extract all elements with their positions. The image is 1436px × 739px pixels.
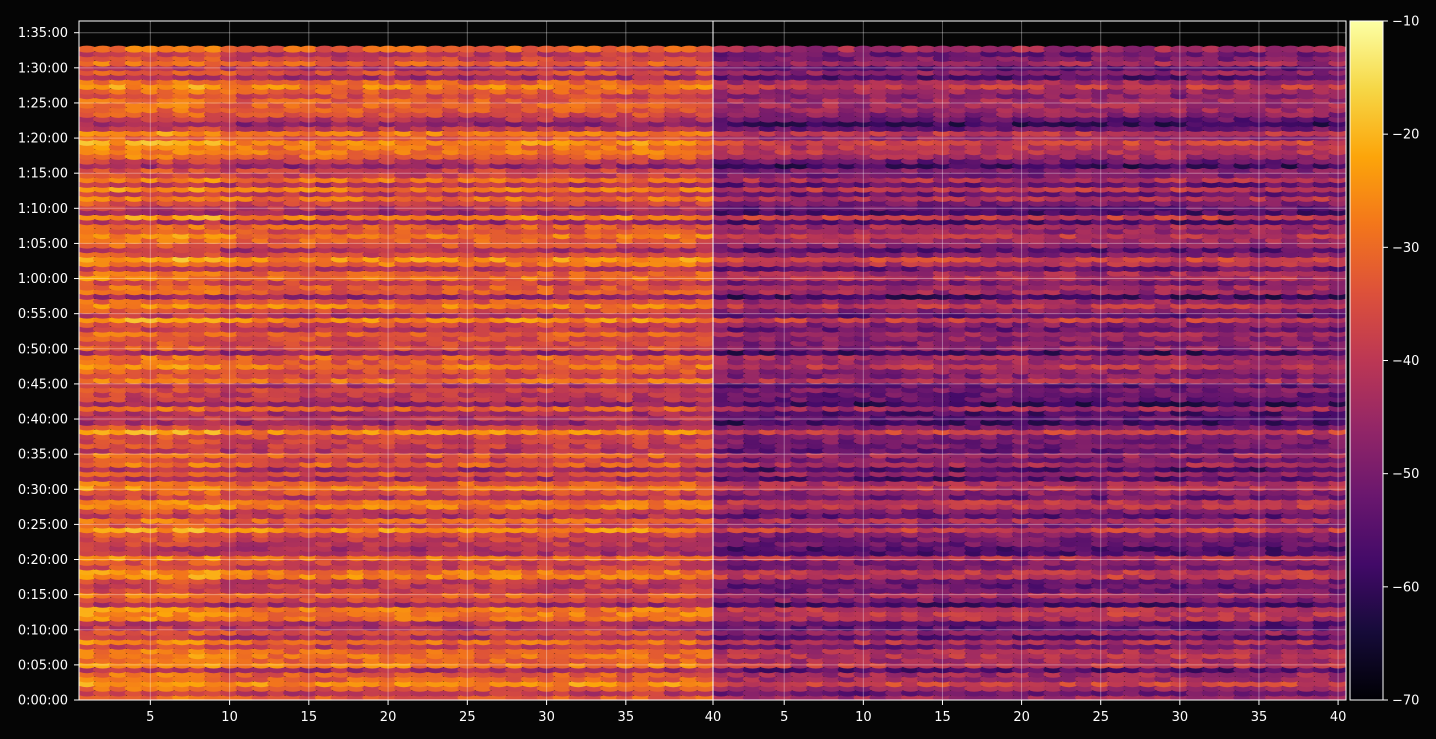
panel-left-heatmap [79,21,713,700]
